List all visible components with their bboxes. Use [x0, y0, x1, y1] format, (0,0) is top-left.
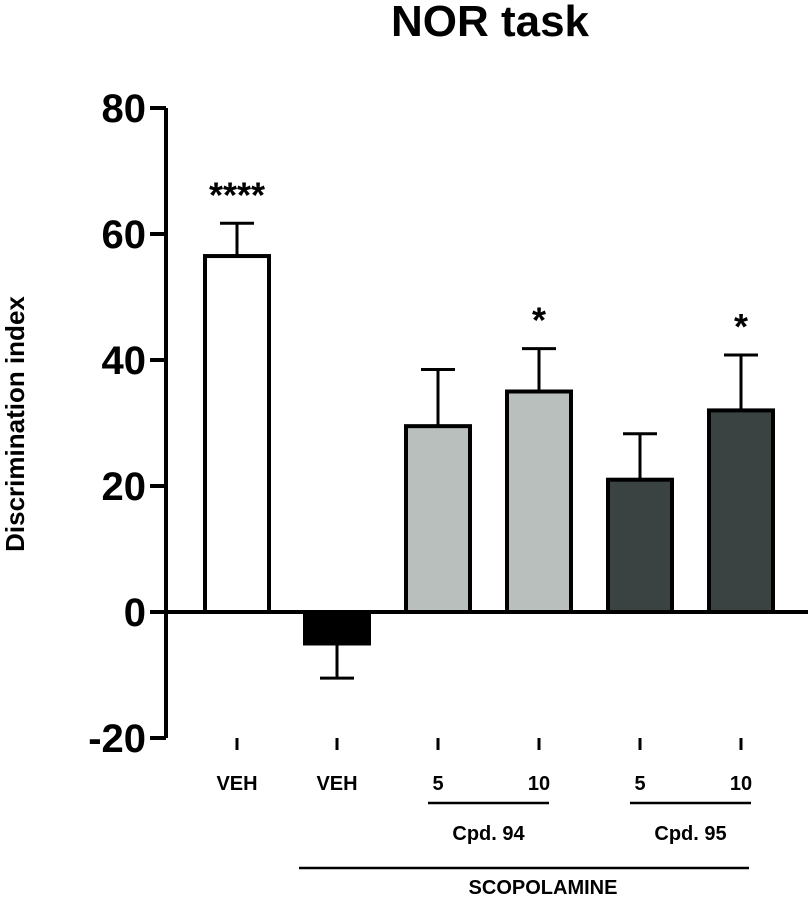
significance-marker: *	[734, 306, 748, 347]
y-tick-label: 60	[102, 213, 147, 257]
x-tick-label: 10	[528, 773, 550, 795]
x-tick-label: 5	[432, 773, 443, 795]
y-tick-label: -20	[88, 717, 146, 761]
group-label: Cpd. 95	[654, 823, 726, 845]
group-label: Cpd. 94	[452, 823, 525, 845]
bar	[404, 424, 472, 614]
y-tick-label: 0	[124, 591, 146, 635]
bar	[606, 477, 674, 615]
bar	[707, 408, 775, 614]
treatment-label: SCOPOLAMINE	[469, 877, 618, 898]
y-tick-label: 80	[102, 87, 147, 131]
bar	[203, 254, 271, 614]
y-tick-label: 20	[102, 465, 147, 509]
x-tick-label: 5	[634, 773, 645, 795]
chart-title: NOR task	[391, 0, 590, 46]
bar	[505, 389, 573, 614]
y-tick-label: 40	[102, 339, 147, 383]
significance-marker: *	[532, 300, 546, 341]
x-tick-label: VEH	[216, 773, 257, 795]
x-tick-label: 10	[730, 773, 752, 795]
significance-marker: ****	[209, 174, 265, 215]
y-axis-label: Discrimination index	[0, 296, 30, 552]
x-tick-label: VEH	[316, 773, 357, 795]
bar	[303, 610, 371, 646]
